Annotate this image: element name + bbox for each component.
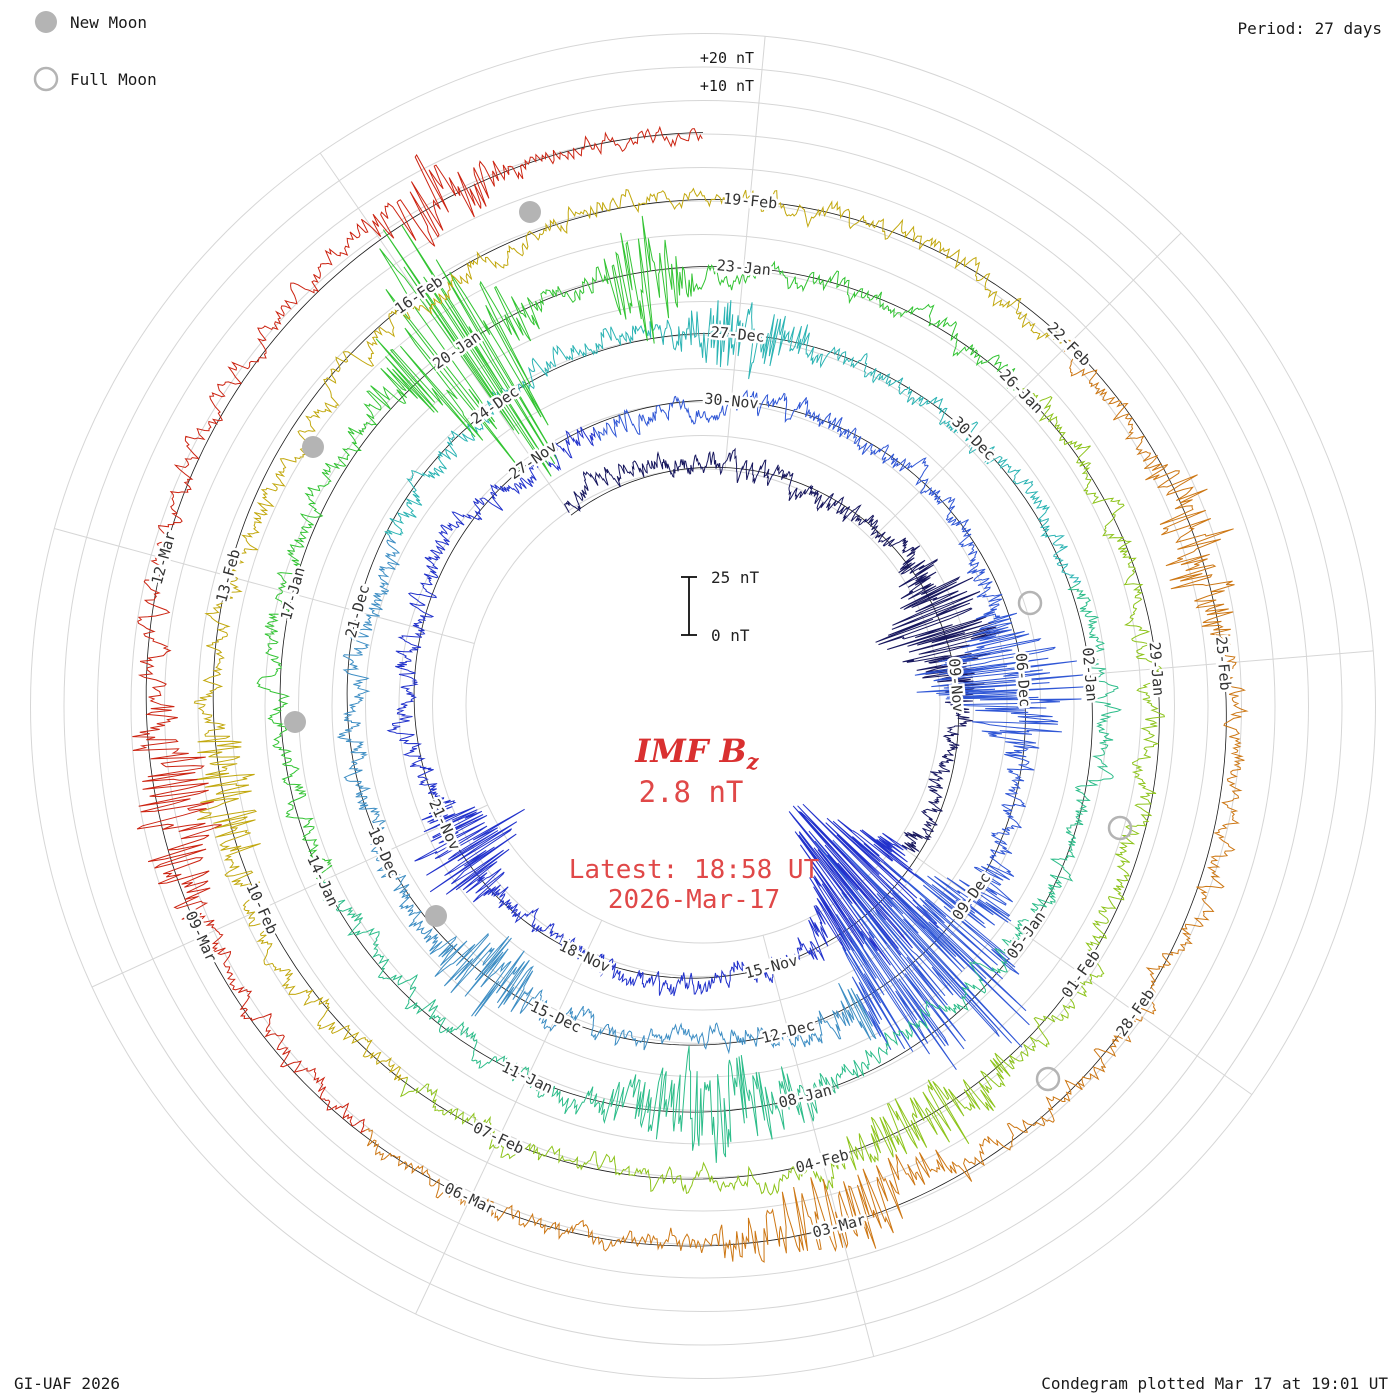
bz-trace-segment — [364, 340, 1249, 1263]
date-label: 10-Feb — [242, 880, 281, 937]
plus-20nt-label: +20 nT — [700, 49, 754, 67]
baseline-spiral-layer — [145, 132, 1227, 1247]
grid-circle — [97, 100, 1309, 1312]
full-moon-icon — [33, 66, 59, 92]
date-label: 29-Jan — [1145, 641, 1167, 696]
imf-bz-value: 2.8 nT — [639, 775, 744, 809]
bz-trace-segment — [132, 125, 703, 1134]
bz-trace-segment — [322, 582, 1122, 1163]
date-label: 03-Mar — [811, 1210, 868, 1241]
center-annotation: IMF Bz 2.8 nT Latest: 18:58 UT 2026-Mar-… — [569, 732, 820, 915]
grid-circle — [197, 200, 1209, 1212]
date-label: 02-Jan — [1079, 647, 1101, 702]
grid-circle — [63, 66, 1343, 1346]
new-moon-marker — [425, 905, 447, 927]
date-label: 19-Feb — [722, 189, 778, 212]
legend-new-moon-label: New Moon — [70, 13, 147, 32]
date-label: 01-Feb — [1058, 947, 1104, 1002]
period-label: Period: 27 days — [1238, 19, 1383, 38]
grid-spoke — [762, 935, 875, 1357]
grid-circle — [231, 234, 1175, 1178]
scale-bar-bottom-label: 0 nT — [711, 626, 750, 645]
baseline-spiral — [145, 132, 1227, 1247]
bz-trace-segment — [384, 300, 1082, 584]
grid-spoke — [415, 920, 603, 1315]
full-moon-marker — [1017, 590, 1043, 616]
grid-spoke — [896, 842, 1253, 1096]
date-label: 05-Jan — [1003, 908, 1049, 963]
plot-timestamp-label: Condegram plotted Mar 17 at 19:01 UT — [1041, 1374, 1388, 1393]
date-label: 13-Feb — [212, 547, 244, 604]
bz-trace-layer — [132, 125, 1249, 1263]
latest-date-label: 2026-Mar-17 — [608, 885, 780, 915]
bz-trace-segment — [592, 389, 1085, 1070]
scale-bar-top-label: 25 nT — [711, 568, 760, 587]
date-label: 04-Feb — [794, 1146, 851, 1177]
grid-circle — [130, 133, 1276, 1279]
date-label: 06-Mar — [441, 1179, 498, 1218]
plus-10nt-label: +10 nT — [700, 77, 754, 95]
moon-marker-layer — [284, 201, 1133, 1092]
date-label: 12-Mar — [148, 530, 180, 587]
new-moon-marker — [284, 711, 306, 733]
imf-bz-title-main: IMF B — [634, 732, 746, 770]
grid-spoke — [54, 528, 475, 644]
imf-bz-title: IMF Bz — [634, 732, 759, 774]
polar-grid — [30, 33, 1376, 1379]
date-label: 09-Mar — [181, 908, 220, 965]
date-label: 21-Nov — [425, 796, 464, 853]
date-label: 23-Jan — [716, 256, 772, 279]
grid-spoke — [724, 36, 766, 471]
grid-spoke — [91, 804, 488, 988]
date-label: 16-Feb — [391, 272, 446, 318]
new-moon-marker — [519, 201, 541, 223]
full-moon-marker — [1107, 815, 1133, 841]
date-label-layer: 09-Nov15-Nov18-Nov21-Nov27-Nov30-Nov06-D… — [145, 187, 1237, 1244]
date-label: 09-Nov — [945, 658, 967, 713]
grid-circle — [365, 368, 1041, 1044]
date-label: 11-Jan — [499, 1058, 556, 1097]
credit-label: GI-UAF 2026 — [14, 1374, 120, 1393]
grid-circle — [264, 267, 1142, 1145]
new-moon-marker — [302, 436, 324, 458]
grid-circle — [331, 334, 1075, 1078]
date-label: 15-Dec — [527, 997, 584, 1036]
date-label: 18-Nov — [556, 937, 613, 976]
grid-circle — [398, 401, 1008, 1011]
imf-bz-title-subscript: z — [746, 749, 760, 774]
scale-bar: 25 nT 0 nT — [681, 568, 760, 645]
full-moon-marker — [1035, 1066, 1061, 1092]
latest-time-label: Latest: 18:58 UT — [569, 855, 820, 885]
grid-circle — [30, 33, 1376, 1379]
date-label: 25-Feb — [1212, 636, 1234, 691]
date-label: 21-Dec — [342, 583, 374, 640]
new-moon-icon — [35, 11, 57, 33]
bz-trace-segment — [399, 387, 1166, 1196]
date-label: 18-Dec — [364, 824, 403, 881]
legend: New Moon Full Moon — [33, 11, 157, 92]
grid-circle — [164, 167, 1242, 1245]
bz-trace-segment — [256, 215, 1021, 883]
date-label: 07-Feb — [470, 1118, 527, 1157]
legend-full-moon-label: Full Moon — [70, 70, 157, 89]
bz-trace-segment — [192, 187, 1071, 1082]
bz-trace-segment — [336, 535, 877, 1055]
bz-trace-segment — [386, 426, 939, 997]
date-label: 15-Nov — [743, 951, 800, 982]
bz-trace-segment — [563, 447, 1008, 853]
date-label: 30-Nov — [704, 390, 760, 413]
date-label: 14-Jan — [303, 852, 342, 909]
